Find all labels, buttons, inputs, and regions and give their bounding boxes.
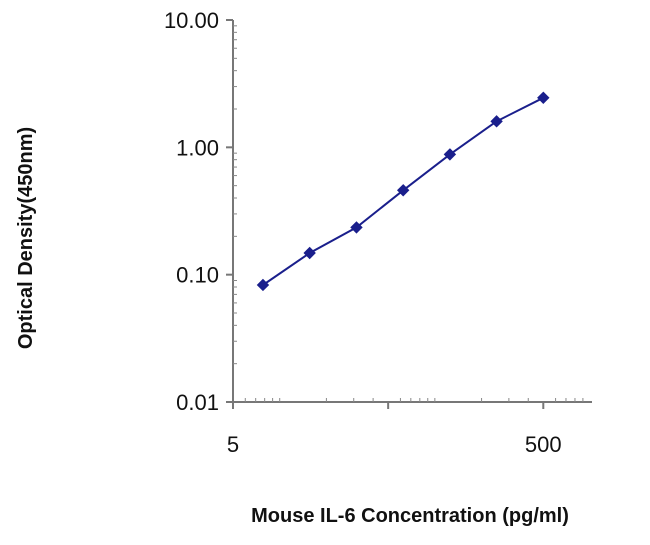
data-point (256, 278, 270, 292)
data-point (537, 91, 550, 104)
data-point (490, 115, 503, 128)
ticks (226, 19, 584, 409)
data-point (396, 184, 410, 197)
y-tick-label: 1.00 (176, 135, 219, 160)
data-point (443, 148, 457, 161)
x-tick-label: 500 (525, 432, 562, 457)
data-point (350, 221, 363, 234)
y-axis-title: Optical Density(450nm) (15, 127, 37, 349)
x-tick-label: 5 (227, 432, 239, 457)
data-point (303, 246, 316, 260)
axes (232, 20, 592, 403)
series (256, 91, 550, 292)
y-tick-label: 10.00 (164, 8, 219, 33)
y-tick-label: 0.10 (176, 263, 219, 288)
tick-labels: 10.00 1.00 0.10 0.01 5 500 (164, 8, 562, 457)
y-tick-label: 0.01 (176, 390, 219, 415)
x-axis-title: Mouse IL-6 Concentration (pg/ml) (251, 505, 569, 527)
